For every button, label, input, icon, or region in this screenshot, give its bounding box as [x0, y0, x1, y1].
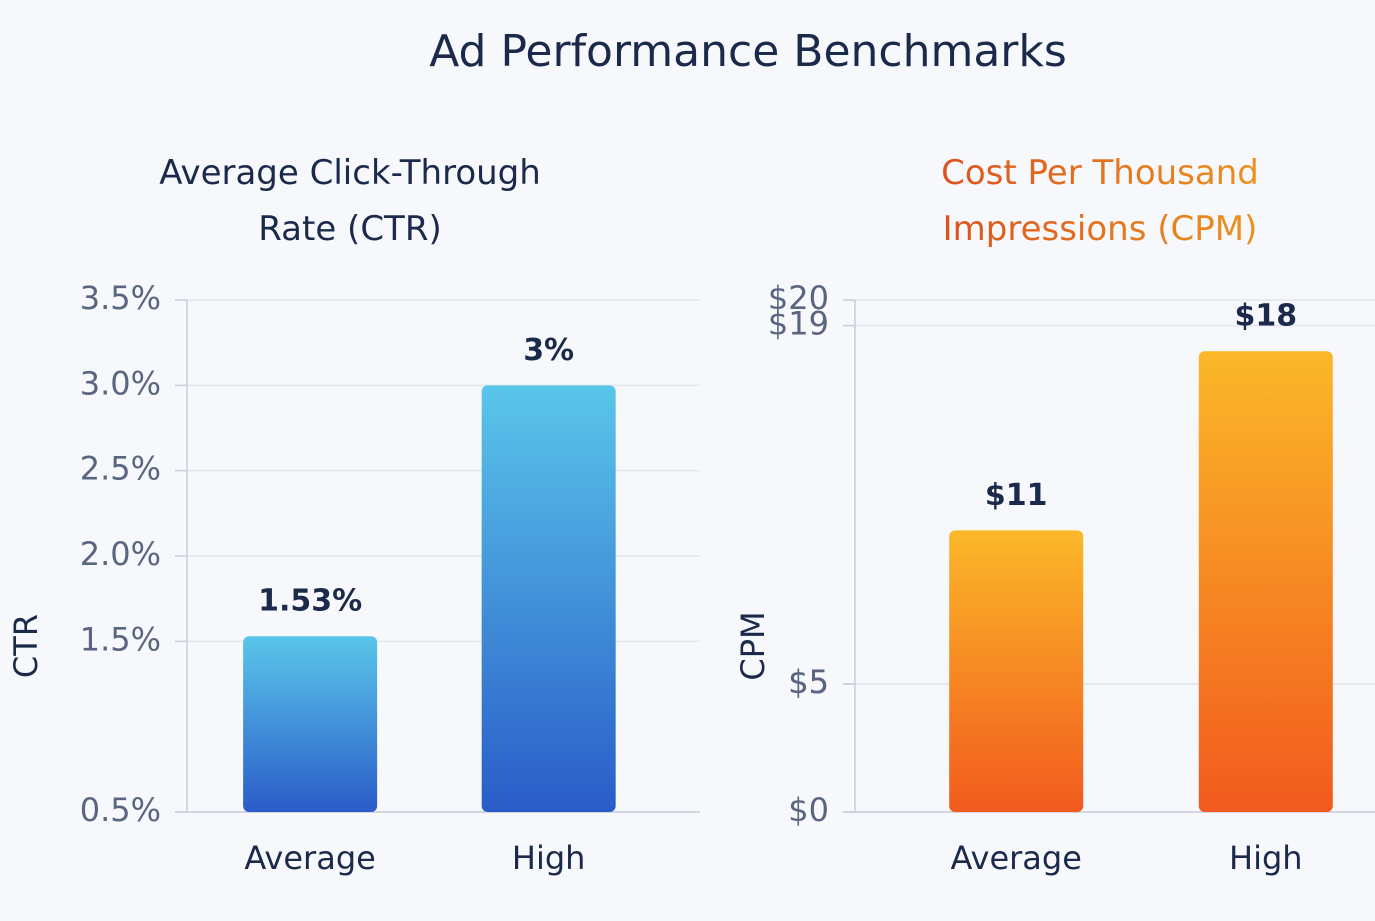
y-tick-label: 1.5% — [80, 620, 161, 658]
value-label: $18 — [1234, 299, 1297, 334]
bar — [481, 385, 616, 812]
value-label: 1.53% — [258, 584, 362, 619]
chart-title-box: Cost Per Thousand Impressions (CPM) — [870, 145, 1330, 257]
bar — [949, 530, 1084, 812]
chart-title: Cost Per Thousand Impressions (CPM) — [870, 145, 1330, 257]
page-title: Ad Performance Benchmarks — [429, 26, 1067, 77]
value-label: $11 — [985, 478, 1048, 513]
x-tick-label: Average — [950, 839, 1081, 877]
y-tick-label: $5 — [788, 663, 829, 701]
y-tick-label: 2.0% — [80, 535, 161, 573]
bar — [243, 636, 378, 812]
bar — [1198, 351, 1333, 812]
y-tick-label: 2.5% — [80, 450, 161, 488]
y-tick-label: $5 — [788, 663, 829, 701]
y-tick-label: $20 — [768, 279, 829, 317]
x-tick-label: Average — [244, 839, 375, 877]
y-tick-label: 3.5% — [80, 279, 161, 317]
y-tick-label: $0 — [788, 791, 829, 829]
x-tick-label: High — [512, 839, 586, 877]
chart-title-box: Average Click-Through Rate (CTR) — [120, 145, 580, 257]
y-axis-label: CTR — [7, 614, 45, 678]
y-tick-label: 0.5% — [80, 791, 161, 829]
chart-title: Average Click-Through Rate (CTR) — [120, 145, 580, 257]
x-tick-label: High — [1229, 839, 1303, 877]
value-label: 3% — [523, 333, 574, 368]
y-tick-label: 3.0% — [80, 364, 161, 402]
y-tick-label: $19 — [768, 305, 829, 343]
y-tick-label: $5 — [788, 663, 829, 701]
y-axis-label: CPM — [734, 611, 772, 680]
